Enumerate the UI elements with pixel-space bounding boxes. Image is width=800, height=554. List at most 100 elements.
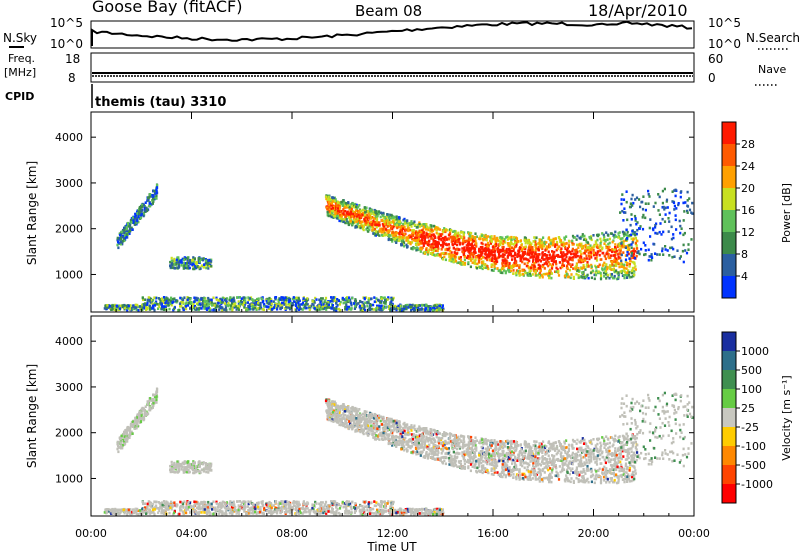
power-cell — [379, 215, 382, 219]
power-cell — [506, 235, 509, 239]
power-cell — [299, 307, 302, 311]
power-cell — [448, 233, 451, 237]
power-cell — [498, 255, 501, 259]
power-cell — [366, 220, 370, 224]
power-cell — [549, 263, 552, 266]
power-cell — [212, 296, 215, 300]
power-cell — [161, 307, 164, 311]
power-cell — [328, 207, 331, 210]
power-cell — [628, 257, 631, 260]
power-cell — [548, 243, 551, 246]
power-cell — [329, 197, 333, 201]
power-cell — [551, 258, 554, 261]
power-cell — [515, 243, 518, 246]
power-cell — [206, 306, 209, 310]
power-cell — [599, 277, 603, 281]
power-cell — [336, 202, 339, 206]
power-cell — [331, 211, 334, 215]
power-cell — [629, 223, 632, 227]
power-cell — [375, 307, 378, 310]
power-cell — [401, 229, 404, 232]
power-cell — [463, 246, 466, 249]
power-cell — [140, 210, 143, 213]
power-cell — [473, 259, 476, 263]
power-cell — [273, 306, 276, 309]
power-cell — [328, 198, 331, 202]
power-cell — [505, 247, 508, 251]
power-cell — [375, 230, 378, 233]
power-cell — [319, 300, 322, 304]
power-cell — [425, 227, 428, 231]
power-cell — [461, 247, 464, 250]
power-cell — [571, 258, 574, 262]
power-cell — [530, 248, 534, 252]
power-cell — [658, 213, 661, 216]
power-cell — [437, 254, 440, 257]
power-cell — [615, 249, 618, 253]
power-cell — [586, 241, 589, 244]
power-cell — [392, 215, 395, 219]
power-cell — [617, 262, 621, 266]
power-cell — [628, 276, 631, 279]
power-cell — [423, 251, 426, 254]
power-cell — [407, 306, 410, 309]
power-cell — [506, 254, 509, 258]
power-cell — [536, 267, 539, 270]
power-cell — [598, 245, 601, 249]
power-cell — [372, 217, 376, 220]
power-cell — [587, 251, 590, 255]
power-cell — [420, 223, 423, 227]
power-cell — [635, 244, 638, 247]
power-cell — [508, 237, 511, 240]
velocity-cell — [497, 443, 500, 447]
power-cell — [332, 209, 335, 213]
velocity-cell — [610, 479, 613, 482]
power-cell — [578, 269, 581, 273]
power-cell — [469, 265, 472, 269]
power-cell — [113, 305, 116, 308]
power-cell — [325, 302, 328, 306]
power-cell — [486, 265, 489, 268]
power-cell — [347, 299, 350, 302]
power-cell — [370, 212, 373, 215]
power-cell — [418, 304, 421, 307]
power-cell — [625, 233, 628, 237]
power-cell — [425, 233, 428, 237]
power-cell — [671, 200, 674, 203]
power-cell — [123, 226, 126, 230]
power-cell — [400, 304, 403, 308]
power-cell — [558, 236, 561, 240]
power-cell — [607, 234, 610, 237]
power-cell — [647, 193, 650, 196]
power-cell — [348, 307, 351, 310]
power-cell — [126, 223, 130, 226]
power-cell — [119, 242, 122, 246]
power-cell — [470, 242, 474, 246]
power-cell — [634, 219, 637, 222]
power-cell — [407, 234, 410, 238]
power-cell — [596, 238, 599, 242]
power-cell — [259, 301, 262, 305]
power-cell — [584, 268, 587, 271]
power-cell — [502, 266, 505, 269]
power-cell — [521, 260, 524, 264]
power-cell — [398, 217, 401, 221]
power-cell — [171, 261, 174, 264]
power-cell — [173, 306, 176, 309]
power-cell — [467, 262, 470, 266]
power-cell — [388, 216, 391, 220]
power-cell — [657, 193, 660, 196]
power-cell — [383, 229, 386, 233]
power-cell — [607, 248, 610, 251]
power-cell — [616, 245, 619, 249]
power-cell — [416, 246, 419, 249]
power-cell — [447, 237, 451, 241]
power-cell — [415, 236, 418, 239]
power-cell — [541, 275, 544, 279]
velocity-cell — [432, 442, 435, 445]
velocity-cell — [596, 455, 599, 459]
power-cell — [377, 308, 380, 311]
power-cell — [543, 267, 546, 270]
power-cell — [482, 248, 485, 252]
